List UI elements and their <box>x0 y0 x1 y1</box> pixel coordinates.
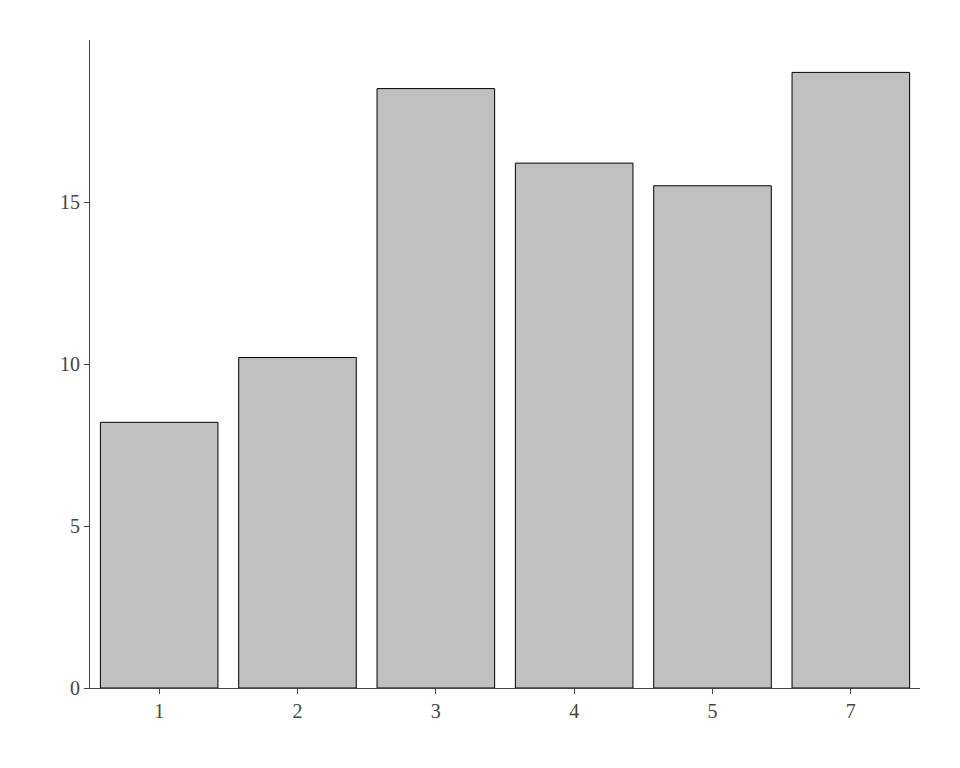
svg-text:5: 5 <box>70 515 80 537</box>
svg-text:10: 10 <box>60 353 80 375</box>
svg-text:5: 5 <box>708 700 718 722</box>
svg-text:15: 15 <box>60 191 80 213</box>
svg-text:7: 7 <box>846 700 856 722</box>
svg-text:0: 0 <box>70 677 80 699</box>
svg-text:1: 1 <box>154 700 164 722</box>
svg-text:3: 3 <box>431 700 441 722</box>
svg-text:2: 2 <box>293 700 303 722</box>
svg-text:4: 4 <box>569 700 579 722</box>
